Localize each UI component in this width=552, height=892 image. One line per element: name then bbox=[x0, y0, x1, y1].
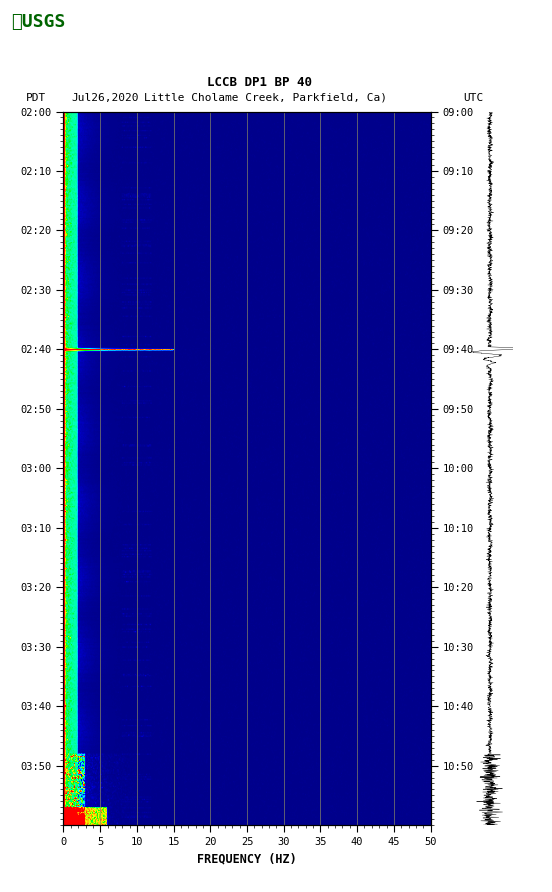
Text: UTC: UTC bbox=[464, 93, 484, 103]
Text: ⯈USGS: ⯈USGS bbox=[11, 13, 66, 31]
X-axis label: FREQUENCY (HZ): FREQUENCY (HZ) bbox=[197, 853, 297, 865]
Text: LCCB DP1 BP 40: LCCB DP1 BP 40 bbox=[207, 76, 312, 89]
Text: Little Cholame Creek, Parkfield, Ca): Little Cholame Creek, Parkfield, Ca) bbox=[144, 93, 386, 103]
Text: Jul26,2020: Jul26,2020 bbox=[72, 93, 139, 103]
Text: PDT: PDT bbox=[26, 93, 46, 103]
